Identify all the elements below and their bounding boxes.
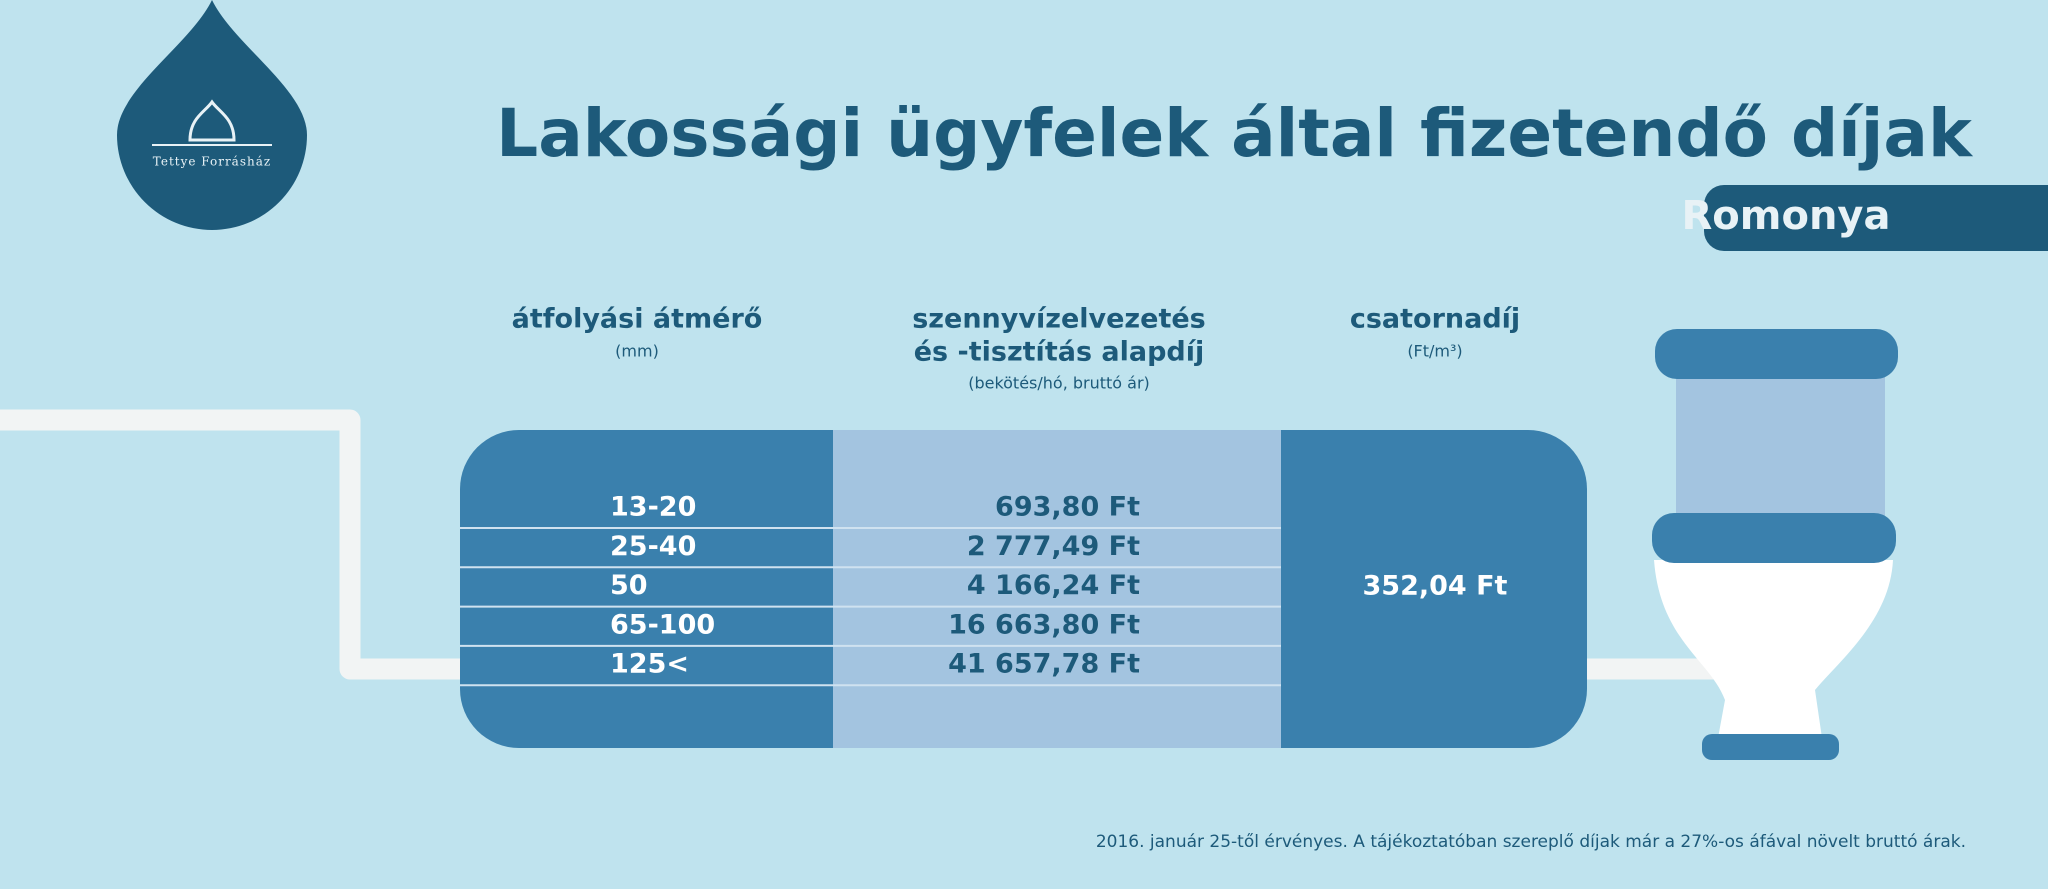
diameter: 13-20 (610, 492, 696, 523)
diameter: 50 (610, 570, 648, 601)
col-diameter-bg (460, 430, 833, 748)
base-fee: 2 777,49 Ft (967, 531, 1140, 562)
diameter: 65-100 (610, 609, 715, 640)
toilet-tank (1676, 365, 1885, 525)
title: Lakossági ügyfelek által fizetendő díjak (496, 95, 1974, 172)
column-subtitle: (Ft/m³) (1407, 342, 1462, 361)
logo-text: Tettye Forrásház (153, 155, 271, 169)
column-title: átfolyási átmérő (512, 304, 763, 335)
footnote: 2016. január 25-től érvényes. A tájékozt… (1096, 832, 1966, 852)
col-sewer-fee-bg (1281, 430, 1587, 748)
toilet-bowl (1654, 560, 1893, 738)
toilet-lid (1655, 329, 1898, 379)
column-title: csatornadíj (1350, 304, 1520, 335)
toilet-base (1702, 734, 1839, 760)
base-fee: 4 166,24 Ft (967, 570, 1140, 601)
column-subtitle: (bekötés/hó, bruttó ár) (968, 374, 1150, 393)
diameter: 125< (610, 649, 689, 680)
location: Romonya (1682, 193, 1891, 239)
pipe-in (0, 409, 470, 680)
column-title: és -tisztítás alapdíj (914, 337, 1205, 368)
col-base-fee-bg (833, 430, 1281, 748)
base-fee: 41 657,78 Ft (948, 649, 1140, 680)
logo-drop (117, 0, 307, 230)
diameter: 25-40 (610, 531, 696, 562)
base-fee: 693,80 Ft (995, 492, 1140, 523)
column-title: szennyvízelvezetés (912, 304, 1206, 335)
sewer-fee: 352,04 Ft (1363, 571, 1508, 602)
column-subtitle: (mm) (615, 342, 659, 361)
logo-emblem (188, 99, 236, 142)
base-fee: 16 663,80 Ft (948, 609, 1140, 640)
table-box (460, 430, 1587, 748)
toilet-seat (1652, 513, 1896, 563)
location-tag (1704, 185, 2048, 251)
